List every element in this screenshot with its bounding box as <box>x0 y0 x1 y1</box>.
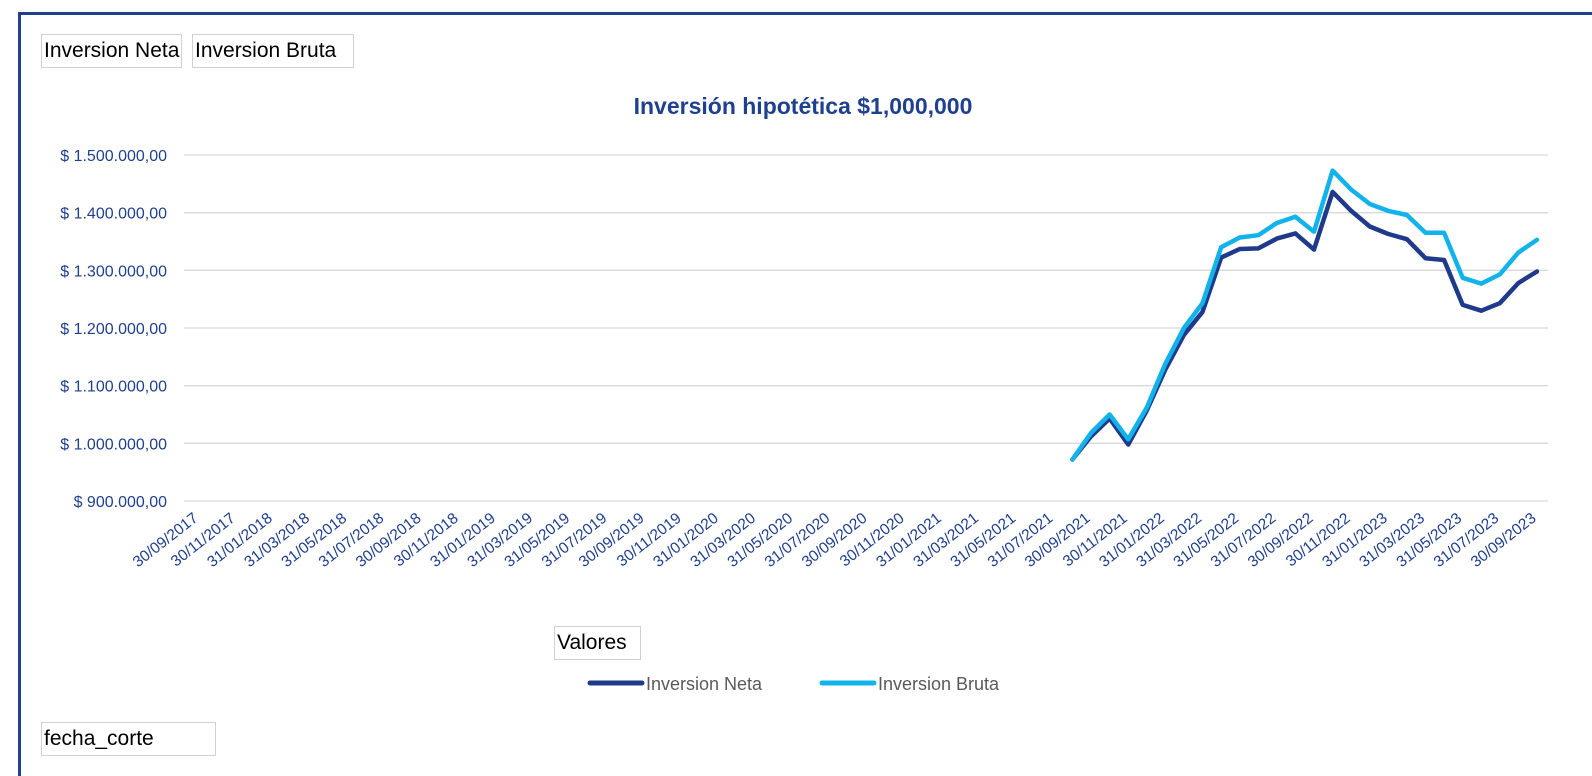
field-button-label: Inversion Neta <box>44 39 180 62</box>
field-button-inversion-bruta[interactable]: Inversion Bruta <box>192 34 354 68</box>
legend-label: Inversion Bruta <box>878 674 1000 694</box>
legend-label: Inversion Neta <box>646 674 763 694</box>
series-lines <box>1070 168 1540 462</box>
legend: Inversion Neta Inversion Bruta <box>587 674 1000 694</box>
chart-frame <box>18 12 1592 776</box>
y-tick-label: $ 1.200.000,00 <box>60 321 167 338</box>
series-line-inversion-bruta <box>1070 168 1540 462</box>
values-field-button[interactable]: Valores <box>554 626 641 660</box>
y-tick-label: $ 1.100.000,00 <box>60 379 167 396</box>
chart-title: Inversión hipotética $1,000,000 <box>634 93 973 119</box>
values-field-label: Valores <box>557 631 627 654</box>
axis-field-button-fecha-corte[interactable]: fecha_corte <box>41 722 216 756</box>
x-axis: 30/09/201730/11/201731/01/201831/03/2018… <box>130 510 1540 571</box>
field-button-label: Inversion Bruta <box>195 39 337 62</box>
y-tick-label: $ 1.300.000,00 <box>60 263 167 280</box>
gridlines <box>184 154 1548 502</box>
y-tick-label: $ 1.500.000,00 <box>60 148 167 165</box>
y-tick-label: $ 1.000.000,00 <box>60 436 167 453</box>
axis-field-label: fecha_corte <box>44 727 154 750</box>
y-tick-label: $ 1.400.000,00 <box>60 206 167 223</box>
y-axis: $ 900.000,00 $ 1.000.000,00 $ 1.100.000,00… <box>60 148 167 511</box>
field-button-inversion-neta[interactable]: Inversion Neta <box>41 34 183 68</box>
y-tick-label: $ 900.000,00 <box>74 494 168 511</box>
